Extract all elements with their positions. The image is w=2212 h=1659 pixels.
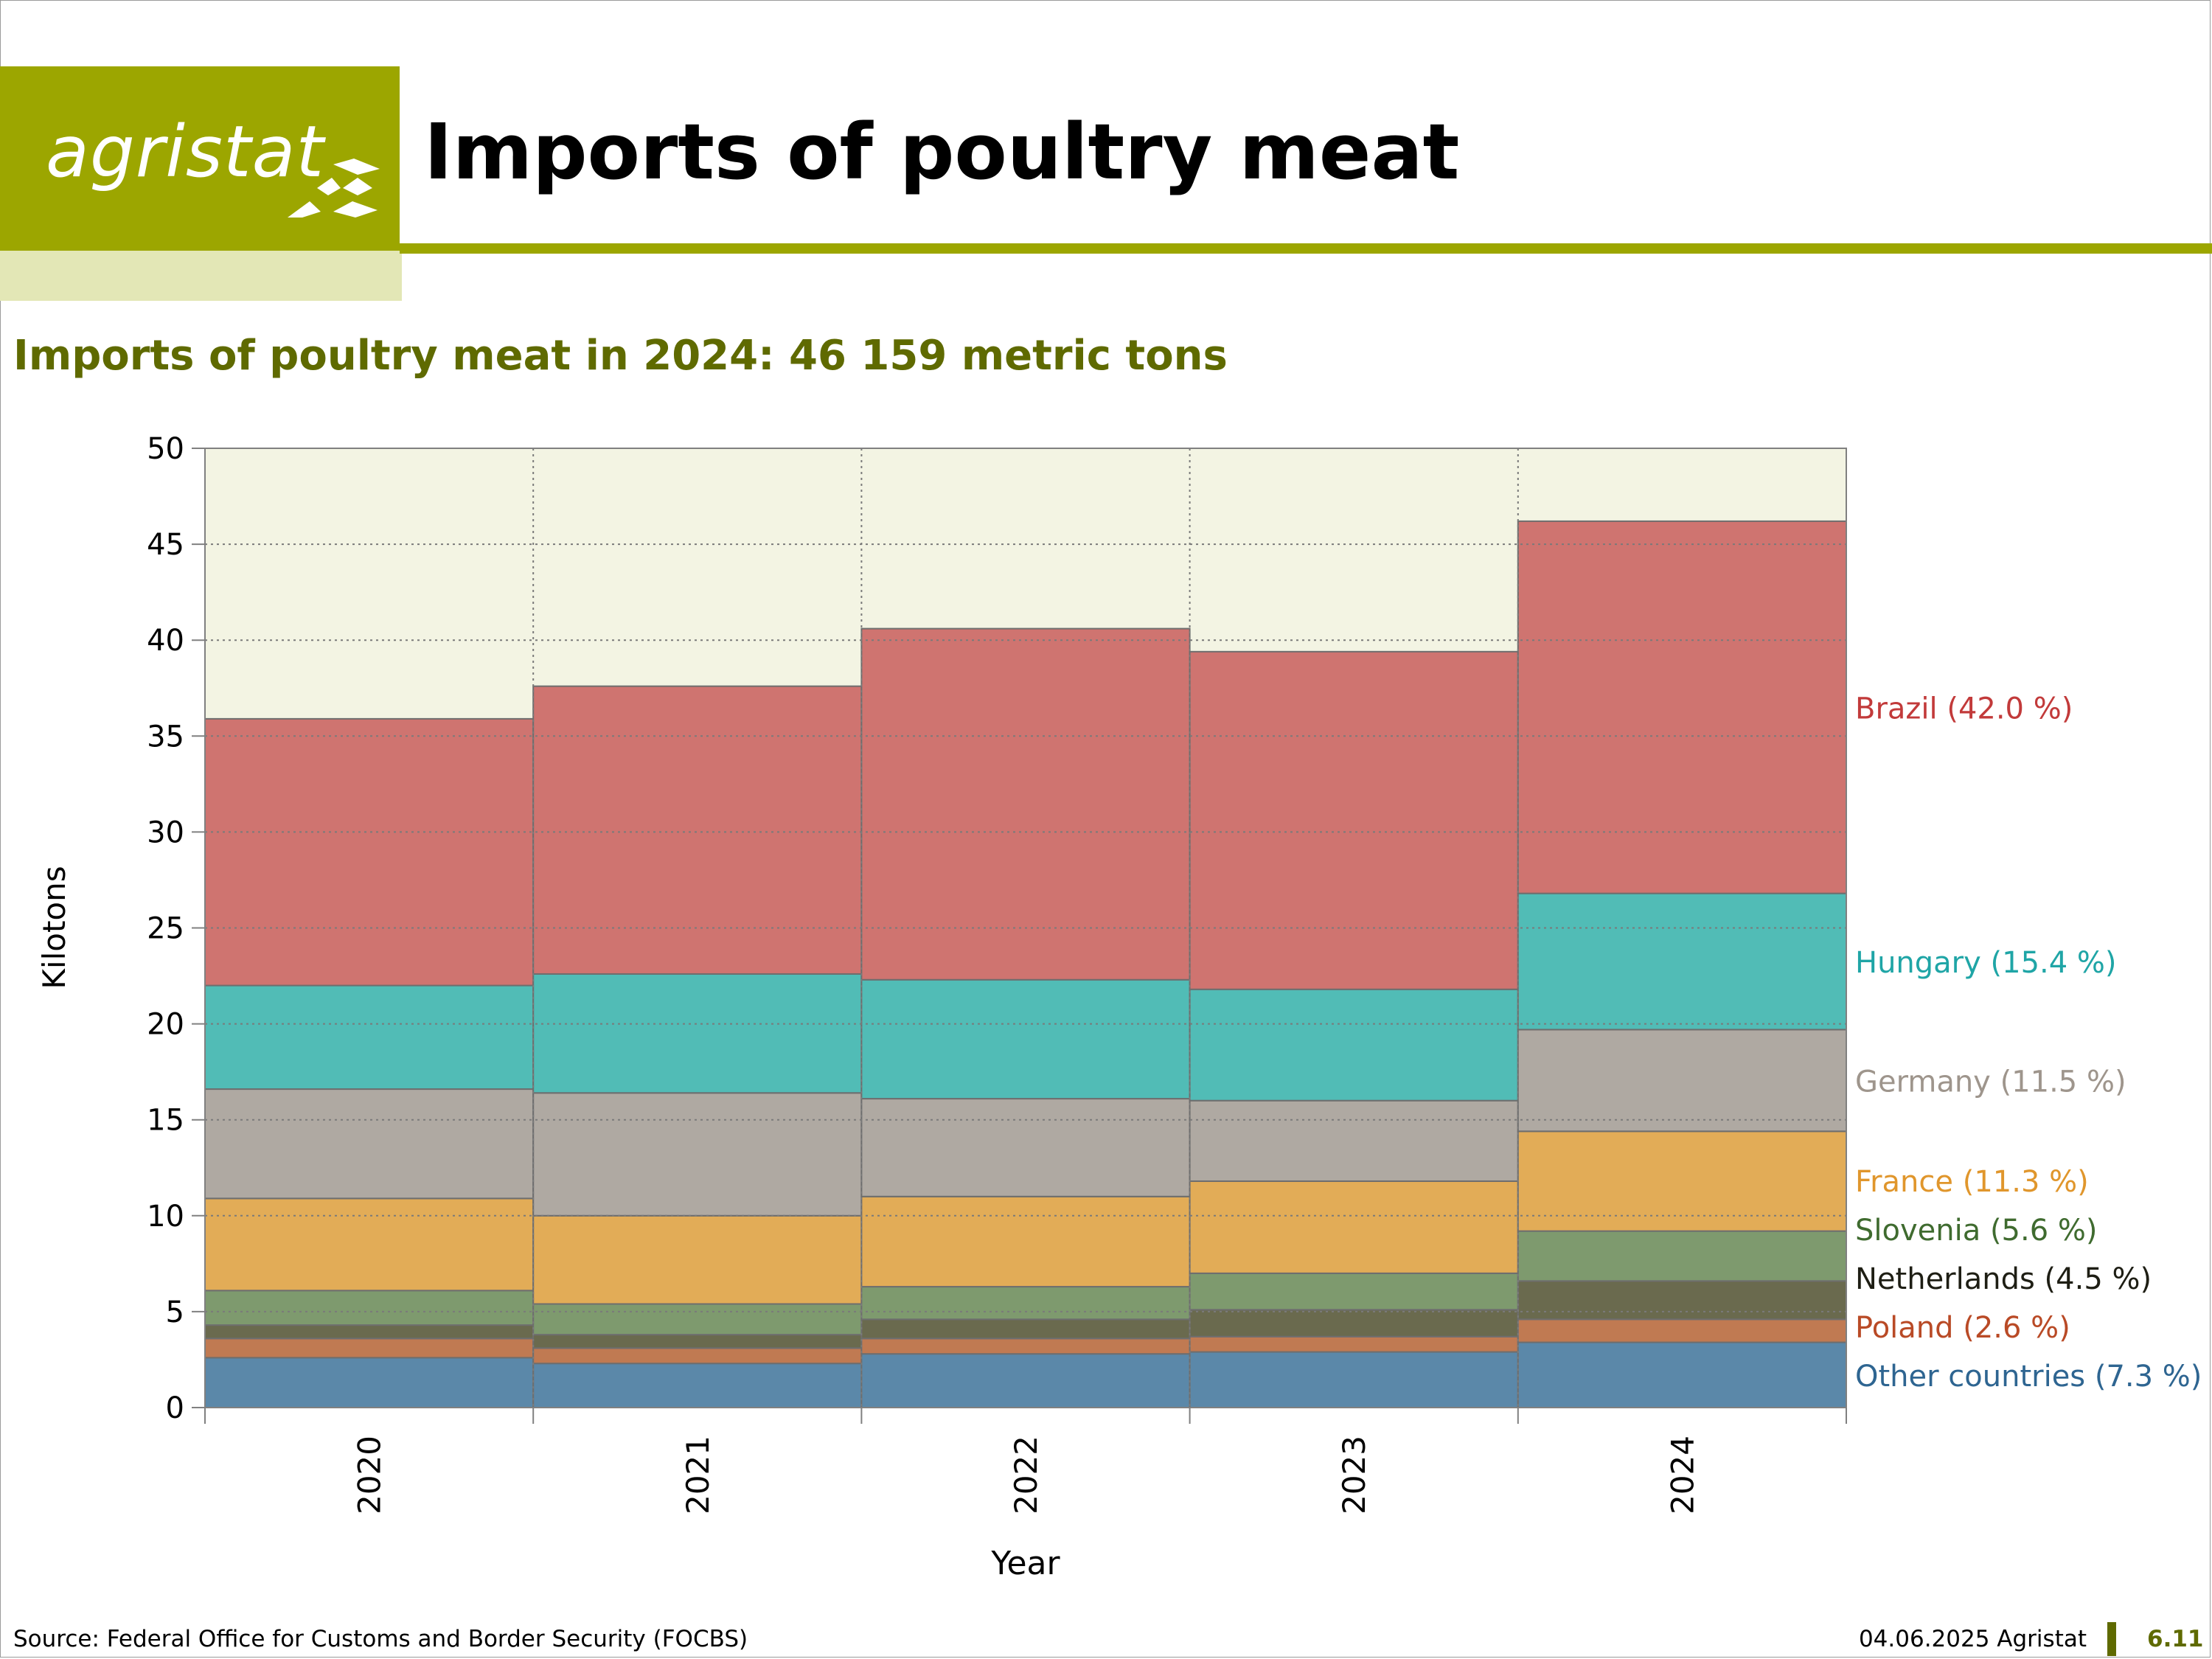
bar-segment-2020-5 xyxy=(204,1088,535,1200)
series-label-1: Poland (2.6 %) xyxy=(1855,1311,2070,1345)
x-tick-label-2021: 2021 xyxy=(680,1436,716,1514)
bar-segment-2023-2 xyxy=(1189,1309,1519,1338)
y-tick-label-10: 10 xyxy=(147,1200,184,1234)
bar-segment-2022-6 xyxy=(860,978,1191,1100)
chart-subtitle: Imports of poultry meat in 2024: 46 159 … xyxy=(13,332,1228,380)
bar-segment-2023-7 xyxy=(1189,650,1519,990)
logo-wordmark: agristat xyxy=(46,111,325,193)
y-tick-label-0: 0 xyxy=(166,1391,184,1425)
x-tick-label-2023: 2023 xyxy=(1336,1436,1372,1514)
y-tick-label-50: 50 xyxy=(147,432,184,466)
y-axis-label: Kilotons xyxy=(36,866,72,989)
bar-segment-2021-2 xyxy=(532,1334,863,1349)
bar-segment-2024-2 xyxy=(1517,1280,1848,1321)
bar-segment-2022-4 xyxy=(860,1195,1191,1288)
bar-segment-2023-5 xyxy=(1189,1099,1519,1182)
footer-date: 04.06.2025 Agristat xyxy=(1858,1626,2087,1652)
bar-segment-2021-1 xyxy=(532,1347,863,1365)
bar-segment-2021-5 xyxy=(532,1092,863,1217)
bar-segment-2022-3 xyxy=(860,1286,1191,1321)
bar-segment-2022-5 xyxy=(860,1098,1191,1197)
bar-segment-2022-0 xyxy=(860,1353,1191,1409)
bar-segment-2023-4 xyxy=(1189,1180,1519,1274)
header-rule xyxy=(400,243,2212,254)
bar-segment-2020-0 xyxy=(204,1357,535,1409)
bar-segment-2024-4 xyxy=(1517,1130,1848,1232)
bar-segment-2023-6 xyxy=(1189,988,1519,1102)
bar-segment-2022-7 xyxy=(860,627,1191,981)
series-label-3: Slovenia (5.6 %) xyxy=(1855,1214,2098,1248)
bar-segment-2020-6 xyxy=(204,984,535,1091)
bar-segment-2022-1 xyxy=(860,1338,1191,1355)
series-label-0: Other countries (7.3 %) xyxy=(1855,1360,2202,1394)
series-label-4: France (11.3 %) xyxy=(1855,1165,2089,1199)
y-tick-label-30: 30 xyxy=(147,815,184,849)
source-note: Source: Federal Office for Customs and B… xyxy=(13,1626,748,1652)
bar-segment-2023-3 xyxy=(1189,1272,1519,1311)
bar-segment-2020-1 xyxy=(204,1338,535,1359)
x-tick-label-2020: 2020 xyxy=(352,1436,388,1514)
y-tick-label-20: 20 xyxy=(147,1008,184,1042)
logo-diamonds-icon xyxy=(288,159,380,218)
y-tick-label-40: 40 xyxy=(147,624,184,658)
bar-segment-2022-2 xyxy=(860,1318,1191,1340)
bar-segment-2023-1 xyxy=(1189,1335,1519,1353)
bar-segment-2020-2 xyxy=(204,1324,535,1340)
logo-accent-strip xyxy=(0,251,402,301)
bar-segment-2020-7 xyxy=(204,717,535,987)
series-label-6: Hungary (15.4 %) xyxy=(1855,946,2117,980)
bar-segment-2024-3 xyxy=(1517,1230,1848,1282)
bar-segment-2021-0 xyxy=(532,1363,863,1409)
x-tick-label-2024: 2024 xyxy=(1664,1436,1700,1514)
bar-segment-2020-4 xyxy=(204,1197,535,1292)
bar-segment-2024-7 xyxy=(1517,520,1848,894)
series-label-2: Netherlands (4.5 %) xyxy=(1855,1262,2152,1296)
y-tick-label-25: 25 xyxy=(147,912,184,946)
footer-divider xyxy=(2107,1622,2116,1656)
bar-segment-2024-5 xyxy=(1517,1029,1848,1133)
y-tick-label-35: 35 xyxy=(147,720,184,754)
bar-segment-2024-6 xyxy=(1517,892,1848,1031)
bar-segment-2023-0 xyxy=(1189,1351,1519,1408)
bar-segment-2020-3 xyxy=(204,1290,535,1326)
series-labels: Other countries (7.3 %) Poland (2.6 %) Net… xyxy=(1855,692,2202,1393)
axes: 0 5 10 15 20 25 30 35 40 45 50 2020 2021 2022 2023 2024 xyxy=(147,432,1847,1514)
bar-segment-2024-1 xyxy=(1517,1318,1848,1343)
bar-segment-2021-7 xyxy=(532,685,863,975)
y-tick-label-45: 45 xyxy=(147,528,184,562)
series-label-5: Germany (11.5 %) xyxy=(1855,1065,2126,1099)
bar-segment-2024-0 xyxy=(1517,1341,1848,1408)
page-number: 6.11 xyxy=(2147,1626,2204,1652)
bar-segments xyxy=(204,520,1848,1409)
logo-box xyxy=(0,66,400,251)
bar-segment-2021-4 xyxy=(532,1214,863,1305)
x-axis-label: Year xyxy=(990,1545,1060,1582)
bar-segment-2021-3 xyxy=(532,1303,863,1336)
y-tick-label-5: 5 xyxy=(166,1295,184,1329)
page-title: Imports of poultry meat xyxy=(424,107,1460,197)
x-tick-label-2022: 2022 xyxy=(1008,1436,1044,1514)
y-tick-label-15: 15 xyxy=(147,1104,184,1138)
series-label-7: Brazil (42.0 %) xyxy=(1855,692,2073,726)
bar-segment-2021-6 xyxy=(532,973,863,1094)
